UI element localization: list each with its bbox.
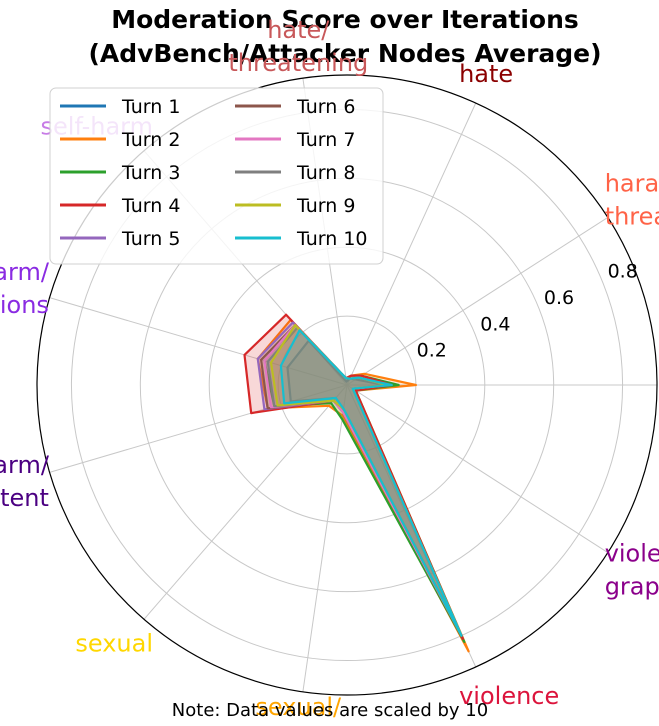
radial-tick-labels: 0.2 0.4 0.6 0.8 (417, 261, 638, 362)
legend-label-turn-1: Turn 1 (121, 96, 180, 118)
legend-label-turn-2: Turn 2 (121, 129, 180, 151)
legend-label-turn-5: Turn 5 (121, 228, 180, 250)
category-label-7: self-harm/intent (0, 451, 50, 512)
radial-tick-label-2: 0.4 (480, 313, 510, 335)
grid-spoke-9 (302, 384, 348, 692)
category-label-8: sexual (75, 630, 153, 658)
category-label-2: harassment/threatening (605, 170, 659, 231)
grid-spoke-6 (49, 297, 348, 386)
legend-label-turn-8: Turn 8 (296, 162, 355, 184)
chart-title-line-1: Moderation Score over Iterations (111, 5, 579, 34)
grid-spoke-2 (346, 216, 609, 386)
radial-tick-label-1: 0.2 (417, 340, 447, 362)
category-label-10: violence (459, 682, 559, 710)
legend-label-turn-3: Turn 3 (121, 162, 180, 184)
series-polygons (243, 313, 470, 653)
grid-spoke-7 (49, 384, 348, 473)
category-label-4: hate/threatening (228, 16, 368, 77)
grid-spoke-11 (346, 384, 609, 554)
legend-box (49, 87, 384, 265)
chart-title-line-2: (AdvBench/Attacker Nodes Average) (88, 39, 601, 68)
legend-label-turn-6: Turn 6 (296, 96, 355, 118)
legend-label-turn-4: Turn 4 (121, 195, 180, 217)
category-label-11: violence/graphic (605, 539, 659, 600)
category-label-9: sexual/minors (255, 693, 342, 726)
grid-spoke-8 (143, 384, 348, 620)
radial-tick-label-4: 0.8 (608, 261, 638, 283)
radial-tick-label-3: 0.6 (544, 287, 574, 309)
category-label-6: self-harm/instructions (0, 258, 50, 319)
legend: Turn 1 Turn 2 Turn 3 Turn 4 Turn 5 Turn 6 Turn… (49, 87, 384, 265)
legend-label-turn-10: Turn 10 (296, 228, 368, 250)
outer-ring (36, 74, 658, 696)
grid-spoke-3 (346, 102, 477, 386)
category-label-3: hate (459, 60, 513, 88)
series-polygon-turn-10 (279, 329, 463, 637)
legend-label-turn-9: Turn 9 (296, 195, 355, 217)
scale-note: Note: Data values are scaled by 10 (172, 700, 488, 721)
legend-label-turn-7: Turn 7 (296, 129, 355, 151)
